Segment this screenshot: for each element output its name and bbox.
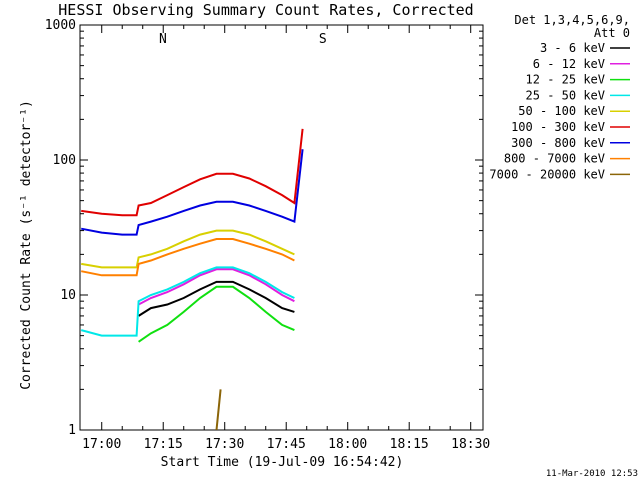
legend-header-line1: Det 1,3,4,5,6,9, [514,13,630,27]
legend-label-0: 3 - 6 keV [540,41,605,55]
legend-label-1: 6 - 12 keV [533,57,605,71]
legend-label-5: 100 - 300 keV [511,120,605,134]
x-axis-label: Start Time (19-Jul-09 16:54:42) [161,455,404,470]
series-line-6 [81,149,304,236]
series-line-8 [215,389,222,430]
legend-header-line2: Att 0 [594,26,630,40]
series-line-2 [138,285,295,343]
legend-label-2: 12 - 25 keV [526,73,605,87]
series-line-0 [138,280,295,317]
y-axis-label: Corrected Count Rate (s⁻¹ detector⁻¹) [19,100,34,390]
legend-label-4: 50 - 100 keV [518,104,605,118]
annotation-0: N [159,32,167,47]
x-tick-label-0: 17:00 [82,437,121,452]
y-tick-label-2: 100 [53,153,76,168]
x-tick-label-2: 17:30 [205,437,244,452]
footer-timestamp: 11-Mar-2010 12:53 [546,469,638,479]
chart-title: HESSI Observing Summary Count Rates, Cor… [58,1,473,19]
series-line-7 [81,238,295,277]
series-line-4 [81,229,295,269]
y-tick-label-0: 1 [68,423,76,438]
legend-label-3: 25 - 50 keV [526,88,605,102]
plot-frame [79,24,484,431]
x-tick-label-6: 18:30 [451,437,490,452]
y-tick-label-3: 1000 [45,18,76,33]
series-line-3 [80,266,295,337]
legend-label-8: 7000 - 20000 keV [489,167,605,181]
axis-ticks: 1 10 100 1000 17:00 17:15 17:30 17:45 18:00 18:15… [45,18,491,452]
x-tick-label-3: 17:45 [267,437,306,452]
x-tick-label-1: 17:15 [144,437,183,452]
legend-label-6: 300 - 800 keV [511,136,605,150]
legend-label-7: 800 - 7000 keV [504,152,605,166]
series-line-5 [81,128,304,217]
x-tick-label-4: 18:00 [328,437,367,452]
legend: Det 1,3,4,5,6,9, Att 0 3 - 6 keV 6 - 12 k… [489,13,630,181]
y-tick-label-1: 10 [60,288,76,303]
annotation-1: S [319,32,327,47]
x-tick-label-5: 18:15 [390,437,429,452]
series-line-1 [138,268,295,306]
